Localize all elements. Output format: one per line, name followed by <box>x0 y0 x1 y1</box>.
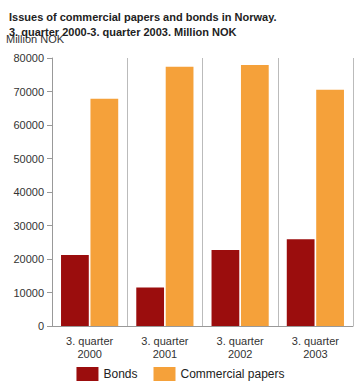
svg-text:20000: 20000 <box>13 253 44 265</box>
svg-text:10000: 10000 <box>13 287 44 299</box>
svg-text:80000: 80000 <box>13 52 44 64</box>
svg-text:3. quarter: 3. quarter <box>141 335 188 347</box>
svg-text:2002: 2002 <box>228 348 252 360</box>
svg-text:Commercial papers: Commercial papers <box>180 367 284 381</box>
svg-text:Issues of commercial papers an: Issues of commercial papers and bonds in… <box>9 11 277 23</box>
svg-text:30000: 30000 <box>13 220 44 232</box>
svg-text:70000: 70000 <box>13 86 44 98</box>
svg-text:60000: 60000 <box>13 119 44 131</box>
svg-text:0: 0 <box>38 320 44 332</box>
svg-text:3. quarter: 3. quarter <box>292 335 339 347</box>
svg-text:3. quarter: 3. quarter <box>66 335 113 347</box>
svg-text:3. quarter 2000-3. quarter 200: 3. quarter 2000-3. quarter 2003. Million… <box>9 26 236 38</box>
svg-text:2000: 2000 <box>77 348 101 360</box>
svg-text:2001: 2001 <box>153 348 177 360</box>
svg-text:40000: 40000 <box>13 186 44 198</box>
svg-text:Million NOK: Million NOK <box>6 32 65 45</box>
svg-text:3. quarter: 3. quarter <box>217 335 264 347</box>
svg-text:50000: 50000 <box>13 153 44 165</box>
svg-text:2003: 2003 <box>303 348 327 360</box>
svg-text:Bonds: Bonds <box>103 367 137 381</box>
